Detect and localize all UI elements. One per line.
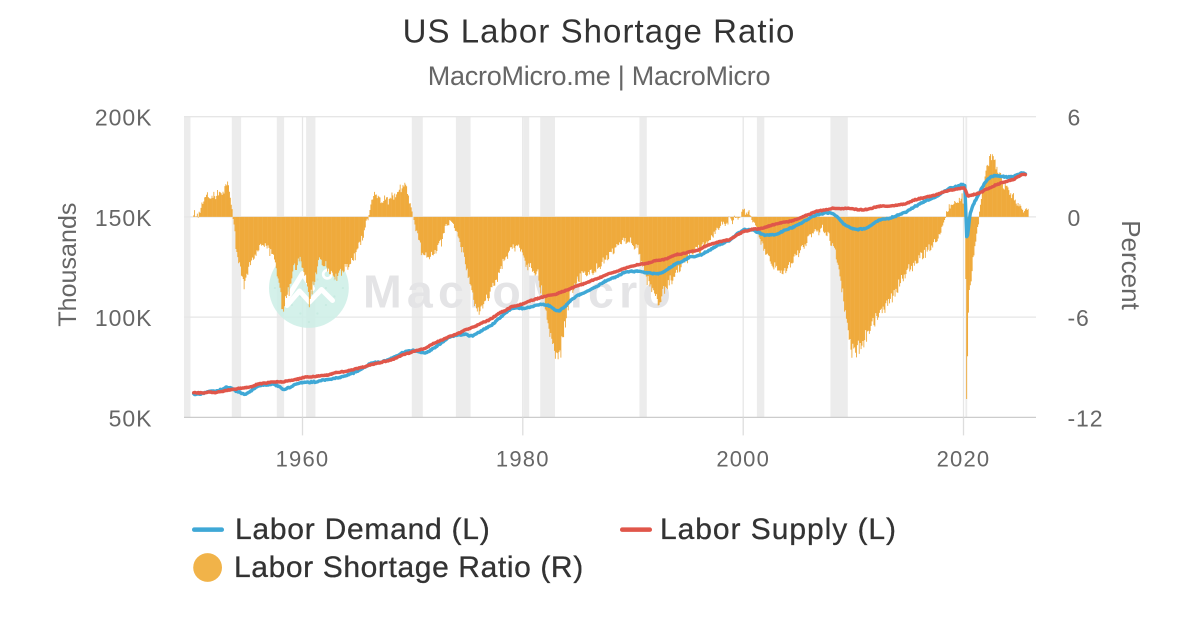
svg-text:Labor Supply (L): Labor Supply (L) <box>660 513 897 546</box>
svg-text:Percent: Percent <box>1116 220 1146 310</box>
svg-text:Labor Shortage Ratio (R): Labor Shortage Ratio (R) <box>234 551 584 584</box>
svg-text:1960: 1960 <box>276 446 330 471</box>
svg-text:1980: 1980 <box>496 446 550 471</box>
svg-text:Labor Demand (L): Labor Demand (L) <box>235 513 490 546</box>
svg-text:150K: 150K <box>95 205 153 231</box>
svg-text:200K: 200K <box>95 105 153 131</box>
svg-text:6: 6 <box>1068 105 1082 131</box>
svg-text:Thousands: Thousands <box>54 203 82 327</box>
svg-text:50K: 50K <box>109 405 153 431</box>
svg-text:-12: -12 <box>1068 405 1104 431</box>
svg-text:100K: 100K <box>95 305 153 331</box>
svg-text:0: 0 <box>1068 205 1082 231</box>
svg-text:MacroMicro.me | MacroMicro: MacroMicro.me | MacroMicro <box>428 61 771 91</box>
svg-text:-6: -6 <box>1068 305 1090 331</box>
svg-text:US Labor Shortage Ratio: US Labor Shortage Ratio <box>403 12 796 49</box>
svg-text:2020: 2020 <box>937 446 991 471</box>
svg-text:2000: 2000 <box>716 446 770 471</box>
